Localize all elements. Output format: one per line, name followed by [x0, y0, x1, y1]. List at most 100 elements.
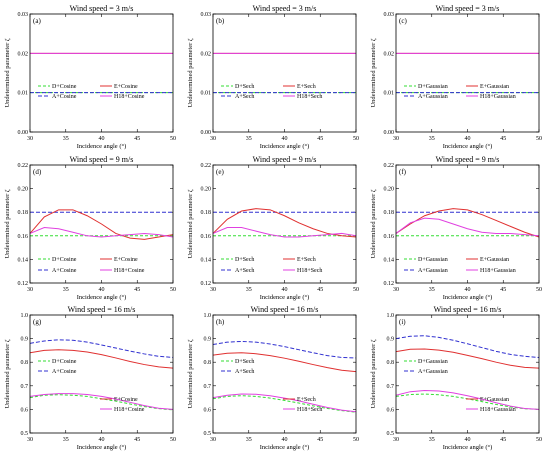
x-tick-label: 45	[317, 437, 323, 443]
y-tick-label: 1.0	[387, 313, 395, 319]
x-tick-label: 30	[393, 287, 399, 293]
legend-entry: A+Cosine	[52, 268, 77, 274]
y-tick-label: 0.03	[384, 12, 395, 18]
panel-tag: (c)	[399, 17, 407, 25]
chart-title: Wind speed = 3 m/s	[253, 4, 317, 13]
y-tick-label: 0.16	[384, 234, 395, 240]
legend-entry: E+Sech	[297, 257, 316, 263]
chart-panel: Wind speed = 16 m/s 30 35 40 45 50 0.5 0.6 0.7 0.…	[4, 305, 176, 451]
x-tick-label: 40	[465, 287, 471, 293]
y-tick-label: 0.14	[384, 257, 395, 263]
y-axis-label: Undetermined parameter ζ	[187, 38, 194, 107]
series-line-E	[29, 349, 174, 369]
x-tick-label: 45	[500, 437, 506, 443]
y-tick-label: 0.9	[21, 337, 29, 343]
plot-frame	[212, 314, 357, 434]
y-tick-label: 0.22	[18, 163, 29, 169]
legend-entry: D+Sech	[235, 84, 254, 90]
y-axis-label: Undetermined parameter ζ	[4, 38, 11, 107]
y-tick-label: 0.12	[384, 281, 395, 287]
x-tick-label: 35	[429, 136, 435, 142]
y-tick-label: 0.02	[18, 51, 29, 57]
y-tick-label: 0.20	[201, 187, 212, 193]
y-tick-label: 0.22	[201, 163, 212, 169]
legend-entry: E+Cosine	[114, 397, 138, 403]
panel-tag: (f)	[399, 168, 407, 176]
chart-title: Wind speed = 16 m/s	[251, 305, 319, 314]
legend-entry: D+Cosine	[52, 359, 77, 365]
x-tick-label: 40	[465, 136, 471, 142]
legend-entry: H18+Gaussian	[480, 407, 516, 413]
y-tick-label: 0.5	[204, 431, 212, 437]
x-tick-label: 50	[353, 437, 359, 443]
series-line-E	[395, 208, 540, 238]
x-tick-label: 45	[134, 287, 140, 293]
plot-frame	[29, 164, 174, 284]
x-tick-label: 50	[536, 287, 542, 293]
chart-panel: Wind speed = 3 m/s 30 35 40 45 50 0.00 0.01 0.02…	[4, 4, 176, 150]
legend-entry: H18+Cosine	[114, 268, 145, 274]
y-tick-label: 0.5	[387, 431, 395, 437]
plot-frame	[212, 164, 357, 284]
series-line-H	[395, 217, 540, 237]
legend-entry: A+Sech	[235, 369, 254, 375]
y-tick-label: 0.22	[384, 163, 395, 169]
x-tick-label: 30	[393, 437, 399, 443]
x-axis-label: Incidence angle (°)	[260, 143, 310, 150]
legend-entry: D+Gaussian	[418, 257, 448, 263]
plot-frame	[29, 314, 174, 434]
x-tick-label: 40	[465, 437, 471, 443]
legend-entry: A+Gaussian	[418, 369, 448, 375]
chart-panel: Wind speed = 16 m/s 30 35 40 45 50 0.5 0.6 0.7 0.…	[370, 305, 542, 451]
x-axis-label: Incidence angle (°)	[260, 294, 310, 301]
y-axis-label: Undetermined parameter ζ	[370, 189, 377, 258]
chart-panel: Wind speed = 3 m/s 30 35 40 45 50 0.00 0.01 0.02…	[187, 4, 359, 150]
series-line-E	[29, 209, 174, 240]
x-tick-label: 40	[282, 136, 288, 142]
x-tick-label: 35	[429, 287, 435, 293]
series-line-A	[29, 339, 174, 358]
x-tick-label: 40	[282, 437, 288, 443]
y-tick-label: 1.0	[21, 313, 29, 319]
y-tick-label: 0.02	[201, 51, 212, 57]
x-tick-label: 50	[353, 136, 359, 142]
series-line-H	[29, 227, 174, 238]
y-axis-label: Undetermined parameter ζ	[187, 189, 194, 258]
panel-tag: (i)	[399, 318, 406, 326]
legend-entry: D+Gaussian	[418, 84, 448, 90]
panel-tag: (e)	[216, 168, 224, 176]
legend-entry: E+Cosine	[114, 84, 138, 90]
x-tick-label: 45	[134, 437, 140, 443]
panel-tag: (d)	[33, 168, 42, 176]
chart-title: Wind speed = 3 m/s	[436, 4, 500, 13]
legend-entry: D+Gaussian	[418, 359, 448, 365]
chart-title: Wind speed = 16 m/s	[434, 305, 502, 314]
x-tick-label: 45	[134, 136, 140, 142]
x-axis-label: Incidence angle (°)	[443, 444, 493, 451]
chart-title: Wind speed = 16 m/s	[68, 305, 136, 314]
legend-entry: H18+Sech	[297, 268, 322, 274]
y-tick-label: 0.8	[204, 360, 212, 366]
x-axis-label: Incidence angle (°)	[443, 294, 493, 301]
y-tick-label: 0.18	[384, 210, 395, 216]
y-tick-label: 0.5	[21, 431, 29, 437]
chart-panel: Wind speed = 9 m/s 30 35 40 45 50 0.12 0.14 0.16…	[187, 155, 359, 301]
y-axis-label: Undetermined parameter ζ	[4, 339, 11, 408]
x-axis-label: Incidence angle (°)	[443, 143, 493, 150]
legend-entry: E+Sech	[297, 84, 316, 90]
legend-entry: H18+Cosine	[114, 407, 145, 413]
legend-entry: E+Gaussian	[480, 397, 509, 403]
x-tick-label: 40	[282, 287, 288, 293]
x-tick-label: 45	[317, 287, 323, 293]
series-line-H	[212, 393, 357, 413]
plot-frame	[395, 13, 540, 133]
y-tick-label: 0.7	[21, 384, 29, 390]
chart-panel: Wind speed = 16 m/s 30 35 40 45 50 0.5 0.6 0.7 0.…	[187, 305, 359, 451]
legend-entry: A+Gaussian	[418, 268, 448, 274]
x-tick-label: 50	[536, 437, 542, 443]
x-tick-label: 45	[317, 136, 323, 142]
y-axis-label: Undetermined parameter ζ	[370, 38, 377, 107]
y-tick-label: 0.00	[201, 130, 212, 136]
x-axis-label: Incidence angle (°)	[260, 444, 310, 451]
y-tick-label: 0.12	[18, 281, 29, 287]
